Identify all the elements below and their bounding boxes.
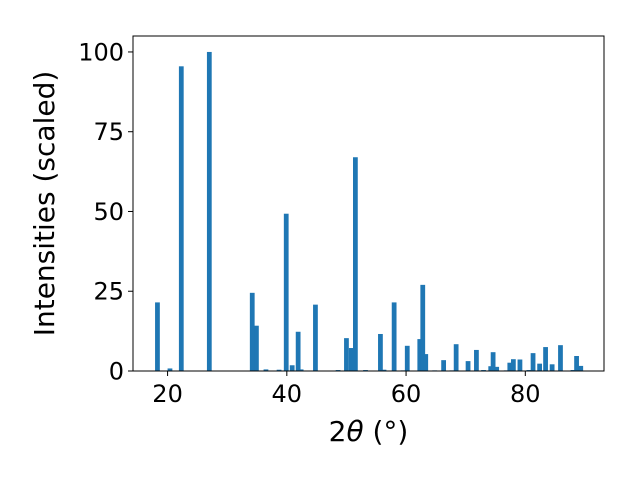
bar bbox=[574, 356, 579, 371]
bar bbox=[155, 302, 160, 371]
bar bbox=[249, 292, 255, 371]
y-tick-label: 0 bbox=[109, 358, 124, 386]
bar bbox=[510, 359, 516, 371]
bar bbox=[490, 352, 496, 371]
bar bbox=[289, 365, 295, 371]
y-axis-label: Intensities (scaled) bbox=[28, 71, 61, 337]
bar bbox=[507, 362, 513, 371]
x-tick-label: 40 bbox=[272, 380, 303, 408]
bar bbox=[417, 339, 423, 371]
x-axis-label-prefix: 2 bbox=[329, 415, 347, 448]
x-axis-label-symbol: θ bbox=[346, 415, 363, 448]
bar bbox=[474, 349, 479, 371]
bar bbox=[465, 361, 471, 371]
bar bbox=[178, 66, 184, 371]
bar bbox=[276, 369, 282, 371]
y-tick-label: 100 bbox=[78, 38, 124, 66]
bar bbox=[441, 360, 447, 371]
bar bbox=[543, 347, 548, 371]
bar bbox=[381, 369, 387, 371]
bar bbox=[353, 157, 358, 371]
x-axis-label: 2θ (°) bbox=[329, 415, 409, 448]
y-tick-label: 25 bbox=[93, 278, 124, 306]
bar bbox=[494, 366, 500, 371]
bar bbox=[404, 345, 410, 371]
bar bbox=[378, 333, 383, 371]
bar bbox=[530, 353, 536, 371]
x-tick-label: 20 bbox=[152, 380, 183, 408]
bar bbox=[423, 354, 429, 371]
plot-frame bbox=[132, 35, 605, 372]
bar bbox=[453, 344, 459, 371]
y-axis-ticks: 0 25 50 75 100 bbox=[78, 38, 133, 386]
x-tick-label: 80 bbox=[510, 380, 541, 408]
bar bbox=[295, 331, 301, 371]
bar bbox=[578, 365, 584, 371]
bar bbox=[283, 213, 289, 371]
y-tick-label: 75 bbox=[93, 118, 124, 146]
bar bbox=[348, 348, 354, 371]
bar bbox=[420, 284, 426, 371]
bar bbox=[537, 363, 542, 371]
x-axis-ticks: 20 40 60 80 bbox=[152, 371, 541, 408]
bar-series bbox=[155, 51, 584, 371]
bar bbox=[254, 325, 259, 371]
bar bbox=[391, 302, 397, 371]
x-axis-label-unit: (°) bbox=[364, 415, 409, 448]
bar bbox=[313, 304, 318, 371]
bar bbox=[517, 359, 523, 371]
bar bbox=[167, 368, 173, 371]
bar bbox=[298, 369, 304, 371]
x-tick-label: 60 bbox=[391, 380, 422, 408]
bar bbox=[263, 369, 269, 371]
bar bbox=[549, 364, 555, 371]
bar bbox=[558, 345, 563, 371]
bar bbox=[344, 338, 349, 371]
bar bbox=[206, 51, 212, 371]
y-tick-label: 50 bbox=[93, 198, 124, 226]
